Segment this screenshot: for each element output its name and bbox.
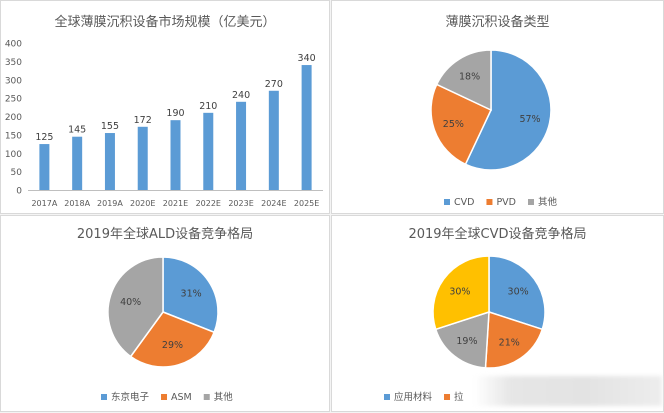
legend-swatch (203, 394, 210, 400)
slice-data-label: 18% (459, 72, 480, 83)
pie-slice (435, 49, 492, 112)
bar (72, 136, 83, 190)
x-tick-label: 2025E (294, 199, 319, 208)
slice-data-label: 21% (499, 337, 520, 348)
pie-chart-title: 2019年全球CVD设备竞争格局 (408, 227, 587, 242)
slice-data-label: 31% (181, 288, 202, 299)
bar-data-label: 340 (298, 53, 316, 64)
slice-data-label: 19% (456, 336, 477, 347)
y-tick-label: 300 (5, 76, 22, 86)
legend-label: ASM (171, 392, 192, 403)
slice-data-label: 25% (443, 119, 464, 130)
legend-label: PVD (496, 197, 516, 208)
y-tick-label: 350 (5, 58, 22, 68)
y-tick-label: 50 (11, 168, 23, 178)
bar (236, 101, 247, 190)
market-size-chart-panel: 全球薄膜沉积设备市场规模（亿美元） 0 50 100 150 200 250 300 350 4… (0, 0, 330, 214)
legend-label: 东京电子 (111, 391, 150, 403)
legend-swatch (528, 199, 534, 205)
bar-chart: 0 50 100 150 200 250 300 350 400 125 2017A 145 2018A… (5, 40, 323, 208)
pie-slice (434, 310, 490, 369)
bar-data-label: 155 (101, 121, 119, 132)
slice-data-label: 30% (508, 286, 529, 297)
pie-slice (484, 310, 544, 369)
y-tick-label: 100 (5, 150, 22, 160)
pie-slice (432, 255, 490, 331)
pie-slice (464, 49, 552, 171)
deposition-type-chart-panel: 薄膜沉积设备类型 57% 25% 18% CVD PVD 其他 (331, 0, 664, 214)
legend-label: 其他 (538, 196, 558, 208)
y-tick-label: 400 (5, 40, 22, 50)
y-tick-label: 200 (5, 113, 22, 123)
bar-data-label: 172 (134, 115, 152, 126)
y-tick-label: 0 (16, 187, 22, 197)
bar (39, 144, 50, 190)
bar (170, 120, 181, 190)
bar-data-label: 125 (35, 132, 53, 143)
pie-chart: 57% 25% 18% CVD PVD 其他 (430, 49, 558, 208)
x-tick-label: 2020E (130, 199, 155, 208)
x-tick-label: 2019A (97, 199, 123, 208)
bar (104, 133, 115, 190)
pie-slice (162, 256, 219, 334)
slice-data-label: 30% (449, 286, 470, 297)
legend-label: 拉 (454, 391, 464, 403)
bar-data-label: 145 (68, 125, 86, 136)
legend-swatch (486, 199, 493, 205)
bar-data-label: 240 (232, 90, 250, 101)
pie-chart: 30% 21% 19% 30% 应用材料 拉 (384, 255, 546, 403)
pie-slice (430, 83, 492, 166)
bar-data-label: 270 (265, 79, 283, 90)
slice-data-label: 57% (519, 114, 540, 125)
legend-label: CVD (454, 197, 474, 208)
legend-swatch (384, 394, 390, 400)
bar (301, 65, 312, 190)
bar-chart-title: 全球薄膜沉积设备市场规模（亿美元） (54, 15, 276, 30)
x-tick-label: 2021E (163, 199, 188, 208)
slice-data-label: 29% (162, 340, 183, 351)
x-tick-label: 2017A (31, 199, 57, 208)
x-tick-label: 2023E (228, 199, 253, 208)
legend-label: 其他 (214, 391, 234, 403)
bar (203, 112, 214, 190)
x-tick-label: 2018A (64, 199, 90, 208)
bar (268, 90, 279, 190)
pie-slice (488, 255, 546, 331)
legend-label: 应用材料 (394, 391, 433, 403)
bar (137, 126, 148, 190)
blurred-watermark (474, 376, 662, 406)
slice-data-label: 40% (120, 297, 141, 308)
x-tick-label: 2024E (261, 199, 286, 208)
bar-data-label: 210 (199, 101, 217, 112)
pie-chart: 31% 29% 40% 东京电子 ASM 其他 (101, 256, 234, 403)
y-tick-label: 150 (5, 131, 22, 141)
bar-data-label: 190 (166, 108, 184, 119)
pie-slice (107, 256, 164, 358)
ald-competition-chart-panel: 2019年全球ALD设备竞争格局 31% 29% 40% 东京电子 ASM 其他 (0, 215, 330, 412)
legend-swatch (101, 394, 107, 400)
legend-swatch (444, 199, 450, 205)
x-tick-label: 2022E (196, 199, 221, 208)
pie-chart-title: 薄膜沉积设备类型 (445, 15, 550, 30)
legend-swatch (444, 394, 451, 400)
legend-swatch (161, 394, 168, 400)
y-tick-label: 250 (5, 95, 22, 105)
pie-chart-title: 2019年全球ALD设备竞争格局 (76, 227, 254, 242)
pie-slice (129, 311, 216, 368)
